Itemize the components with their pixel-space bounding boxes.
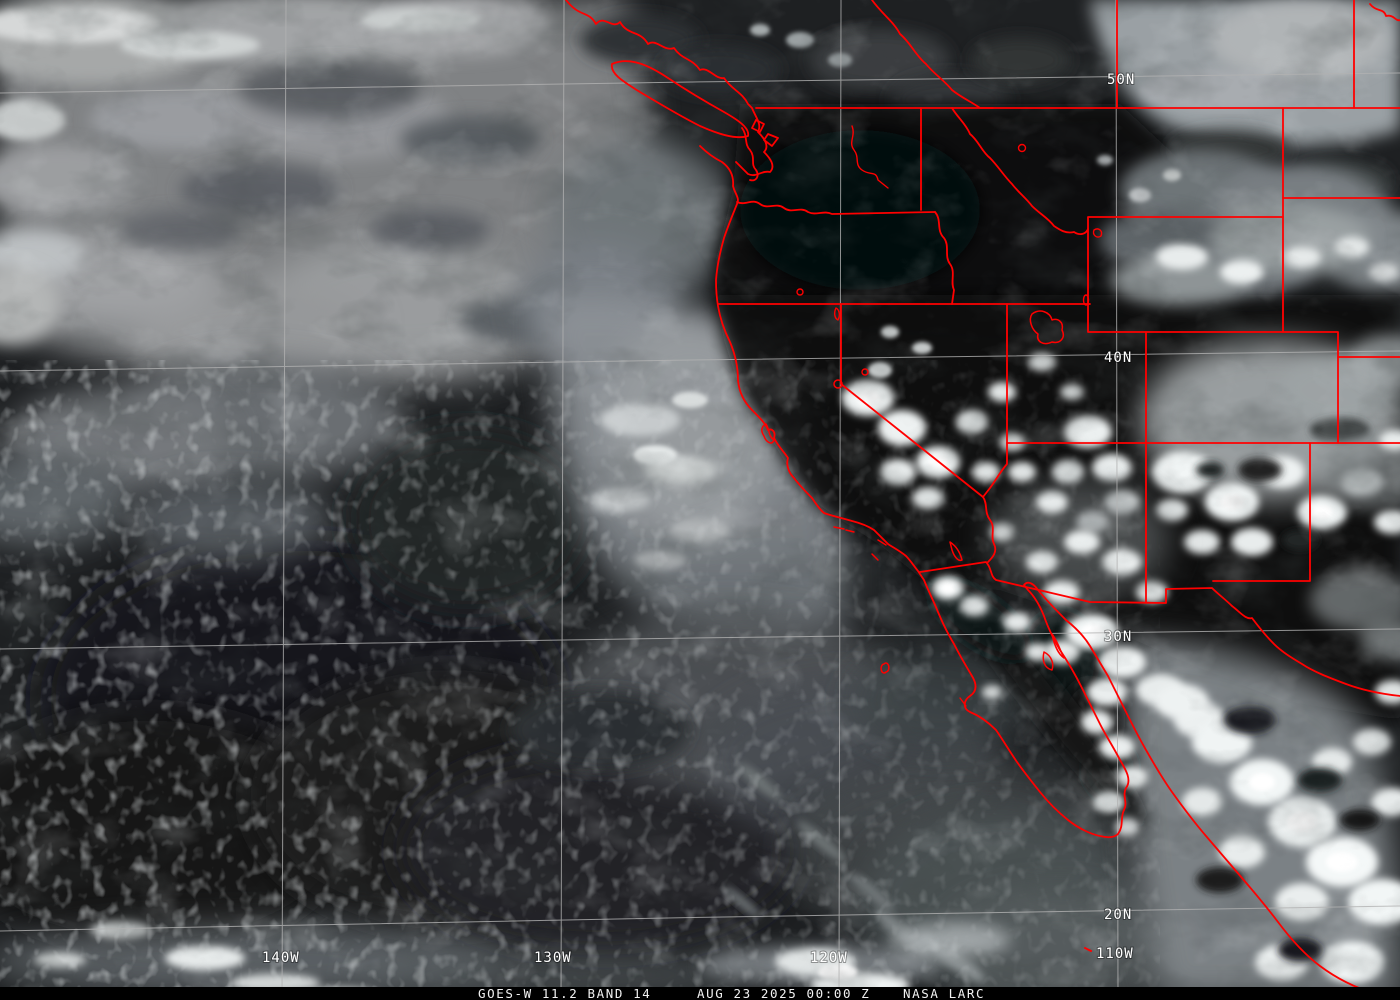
- klamath-lake-outline: [796, 288, 804, 296]
- islas-marias: [1084, 947, 1092, 952]
- channel-islands: [833, 526, 887, 561]
- longitude-gridline-140w: [281, 0, 287, 1000]
- longitude-gridline-120w: [838, 0, 842, 1000]
- caption-instrument-band: GOES-W 11.2 BAND 14: [478, 986, 652, 1000]
- guadalupe-island: [880, 662, 890, 674]
- latitude-label-20n: 20N: [1104, 907, 1132, 923]
- coastline-pacific: [699, 145, 1400, 1000]
- longitude-label-130w: 130W: [534, 950, 572, 966]
- oregon-idaho-border: [934, 211, 955, 305]
- latitude-label-30n: 30N: [1104, 629, 1132, 645]
- vancouver-island-outline: [611, 60, 750, 139]
- bc-alberta-border: [871, 0, 994, 109]
- longitude-label-120w: 120W: [810, 950, 848, 966]
- columbia-river: [851, 125, 889, 189]
- nevada-arizona-border: [982, 442, 1008, 498]
- caption-credit: NASA LARC: [903, 986, 986, 1000]
- pyramid-lake-outline: [861, 368, 869, 376]
- california-nevada-border: [840, 303, 984, 498]
- goose-lake-outline: [833, 307, 841, 321]
- latitude-gridline-30n: [0, 628, 1400, 650]
- yellowstone-lake-outline: [1092, 228, 1103, 238]
- bear-lake-outline: [1082, 294, 1090, 306]
- latitude-gridline-40n: [0, 350, 1400, 372]
- salton-sea-outline: [949, 541, 963, 562]
- longitude-label-110w: 110W: [1096, 946, 1134, 962]
- idaho-montana-border: [951, 107, 1089, 236]
- lake-tahoe-outline: [833, 379, 843, 389]
- gulf-islands-angel: [1051, 633, 1065, 659]
- longitude-label-140w: 140W: [262, 950, 300, 966]
- flathead-lake-outline: [1017, 143, 1027, 153]
- gulf-islands-tiburon: [1042, 651, 1054, 671]
- manitoba-lakes: [1369, 3, 1400, 22]
- washington-oregon-border: [736, 200, 936, 215]
- colorado-nebraska-border: [1282, 331, 1339, 444]
- gulf-islands: [751, 119, 779, 147]
- great-salt-lake-outline: [1029, 310, 1064, 345]
- us-mexico-border: [919, 561, 1400, 697]
- caption-datetime: AUG 23 2025 00:00 Z: [697, 986, 871, 1000]
- latitude-gridline-50n: [0, 72, 1400, 94]
- puget-sound-outline: [741, 127, 759, 182]
- coastline-british-columbia: [565, 0, 774, 176]
- map-overlay-boundaries: [565, 0, 1400, 1000]
- cedros-island: [959, 697, 967, 707]
- graticule-labels: 50N 40N 30N 20N 140W 130W 120W 110W: [261, 71, 1135, 967]
- longitude-gridline-130w: [560, 0, 565, 1000]
- san-francisco-bay-outline: [761, 423, 775, 444]
- newmexico-texas-border: [1212, 442, 1311, 582]
- caption-bar: GOES-W 11.2 BAND 14 AUG 23 2025 00:00 Z …: [0, 987, 1400, 1000]
- colorado-river-border: [982, 496, 997, 563]
- latitude-label-50n: 50N: [1107, 72, 1135, 88]
- latitude-gridline-20n: [0, 905, 1400, 932]
- latitude-label-40n: 40N: [1104, 350, 1132, 366]
